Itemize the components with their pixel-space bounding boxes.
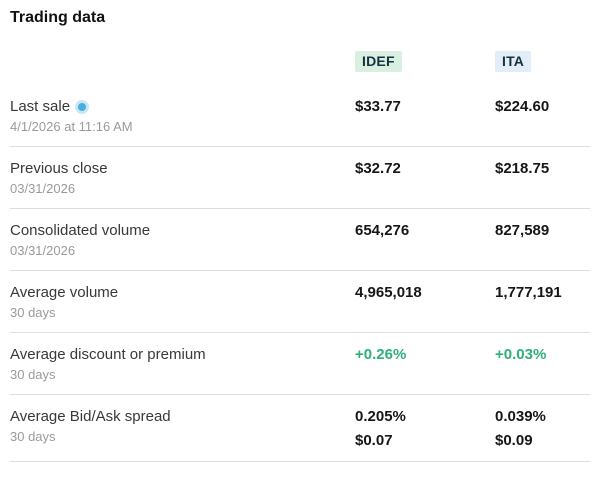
value-cell-ita: +0.03% bbox=[495, 345, 590, 383]
metric-value: 4,965,018 bbox=[355, 284, 422, 301]
value-cell-idef: $32.72 bbox=[355, 159, 495, 197]
metric-cell: Average discount or premium 30 days bbox=[10, 345, 355, 383]
metric-value: $0.09 bbox=[495, 432, 533, 449]
table-row: Average discount or premium 30 days +0.2… bbox=[10, 333, 590, 395]
metric-value: 827,589 bbox=[495, 222, 550, 239]
metric-sublabel: 30 days bbox=[10, 429, 56, 444]
metric-sublabel: 03/31/2026 bbox=[10, 181, 76, 196]
value-cell-idef: 4,965,018 bbox=[355, 283, 495, 321]
metric-value: $224.60 bbox=[495, 98, 550, 115]
metric-label: Last sale bbox=[10, 98, 71, 115]
table-row: Consolidated volume 03/31/2026 654,276 8… bbox=[10, 209, 590, 271]
value-cell-ita: 827,589 bbox=[495, 221, 590, 259]
metric-cell: Average Bid/Ask spread 30 days bbox=[10, 407, 355, 450]
value-cell-ita: 1,777,191 bbox=[495, 283, 590, 321]
metric-value: $0.07 bbox=[355, 432, 393, 449]
metric-value: 0.039% bbox=[495, 408, 546, 425]
ticker-badge-ita: ITA bbox=[495, 50, 532, 72]
value-cell-ita: $224.60 bbox=[495, 97, 590, 135]
value-cell-idef: 654,276 bbox=[355, 221, 495, 259]
table-row: Last sale 4/1/2026 at 11:16 AM $33.77 $2… bbox=[10, 85, 590, 147]
value-cell-ita: $218.75 bbox=[495, 159, 590, 197]
metric-value: $33.77 bbox=[355, 98, 401, 115]
value-cell-ita: 0.039% $0.09 bbox=[495, 407, 590, 450]
metric-label: Average Bid/Ask spread bbox=[10, 408, 171, 425]
metric-sublabel: 03/31/2026 bbox=[10, 243, 76, 258]
value-cell-idef: +0.26% bbox=[355, 345, 495, 383]
metric-cell: Average volume 30 days bbox=[10, 283, 355, 321]
metric-label: Average discount or premium bbox=[10, 346, 206, 363]
table-row: Previous close 03/31/2026 $32.72 $218.75 bbox=[10, 147, 590, 209]
metric-label: Consolidated volume bbox=[10, 222, 151, 239]
metric-cell: Consolidated volume 03/31/2026 bbox=[10, 221, 355, 259]
metric-cell: Previous close 03/31/2026 bbox=[10, 159, 355, 197]
metric-value: $218.75 bbox=[495, 160, 550, 177]
table-row: Average Bid/Ask spread 30 days 0.205% $0.… bbox=[10, 395, 590, 462]
metric-sublabel: 4/1/2026 at 11:16 AM bbox=[10, 119, 133, 134]
metric-sublabel: 30 days bbox=[10, 367, 56, 382]
page-title: Trading data bbox=[10, 9, 106, 26]
metric-value: +0.03% bbox=[495, 346, 547, 363]
live-pulse-dot-icon bbox=[78, 102, 87, 111]
metric-value: 654,276 bbox=[355, 222, 410, 239]
metric-value: 1,777,191 bbox=[495, 284, 562, 301]
metric-value: +0.26% bbox=[355, 346, 407, 363]
metric-value: 0.205% bbox=[355, 408, 406, 425]
value-cell-idef: $33.77 bbox=[355, 97, 495, 135]
metric-value: $32.72 bbox=[355, 160, 401, 177]
metric-label: Average volume bbox=[10, 284, 119, 301]
metric-label: Previous close bbox=[10, 160, 108, 177]
metric-sublabel: 30 days bbox=[10, 305, 56, 320]
column-header-row: IDEF ITA bbox=[10, 50, 590, 72]
table-row: Average volume 30 days 4,965,018 1,777,1… bbox=[10, 271, 590, 333]
trading-data-table: Last sale 4/1/2026 at 11:16 AM $33.77 $2… bbox=[10, 85, 590, 462]
ticker-badge-idef: IDEF bbox=[355, 50, 402, 72]
metric-cell: Last sale 4/1/2026 at 11:16 AM bbox=[10, 97, 355, 135]
value-cell-idef: 0.205% $0.07 bbox=[355, 407, 495, 450]
